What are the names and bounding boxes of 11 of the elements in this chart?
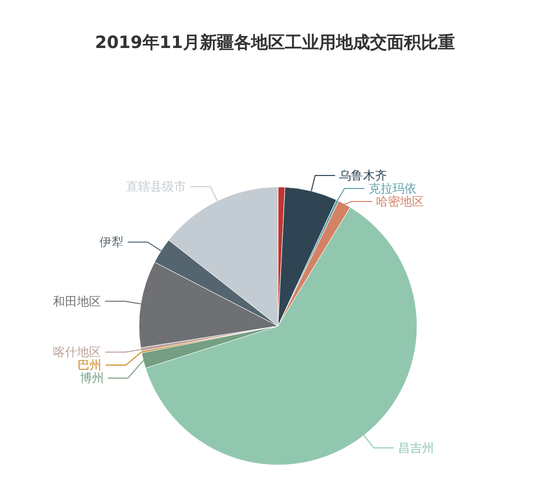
slice-label: 哈密地区 [376, 194, 424, 209]
slice-label: 伊犁 [100, 235, 124, 250]
slice-label: 乌鲁木齐 [339, 168, 388, 183]
slice-label: 喀什地区 [53, 345, 102, 360]
slice-label: 昌吉州 [398, 440, 434, 455]
chart-title: 2019年11月新疆各地区工业用地成交面积比重 [95, 33, 455, 53]
slice-label: 巴州 [78, 358, 102, 372]
slice-label: 和田地区 [52, 294, 101, 308]
slice-label: 博州 [80, 371, 104, 386]
slice-label: 直辖县级市 [126, 180, 186, 194]
slice-label: 克拉玛依 [368, 182, 416, 196]
